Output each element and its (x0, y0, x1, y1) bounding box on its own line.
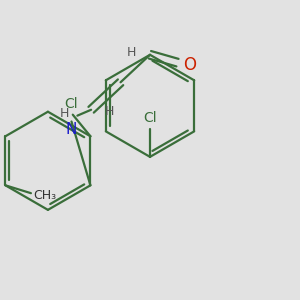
Text: H: H (60, 106, 70, 120)
Text: O: O (183, 56, 196, 74)
Text: Cl: Cl (143, 112, 157, 125)
Text: Cl: Cl (64, 97, 78, 111)
Text: N: N (66, 122, 77, 136)
Text: H: H (127, 46, 136, 59)
Text: H: H (105, 105, 114, 118)
Text: CH₃: CH₃ (33, 189, 56, 202)
